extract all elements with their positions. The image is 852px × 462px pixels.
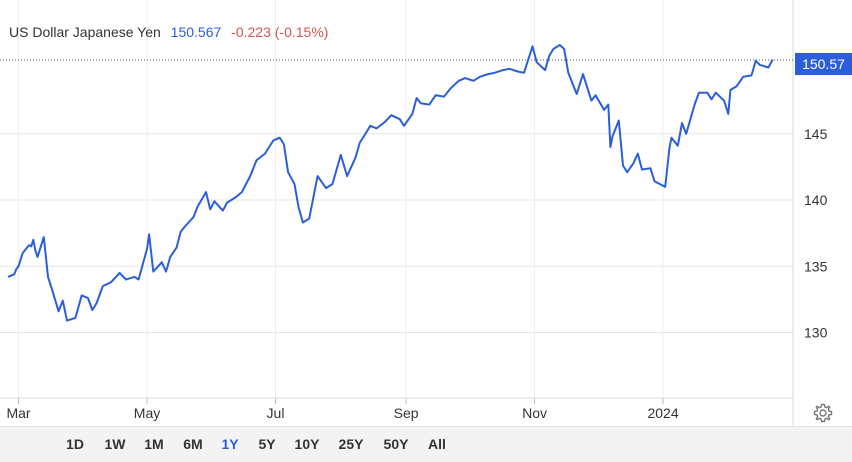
x-tick-label: Mar [6, 405, 30, 421]
chart-area: 130 135 140 145 Mar May Jul Sep Nov 2024 US Dolla… [0, 0, 852, 426]
range-button-6m[interactable]: 6M [183, 436, 203, 452]
y-tick-label: 130 [804, 325, 828, 341]
gear-icon[interactable] [813, 403, 833, 423]
axes: 130 135 140 145 Mar May Jul Sep Nov 2024 [0, 0, 828, 426]
range-button-25y[interactable]: 25Y [338, 436, 364, 452]
y-tick-label: 140 [804, 192, 828, 208]
x-tick-label: Sep [394, 405, 419, 421]
x-tick-label: May [134, 405, 160, 421]
range-selector: 1D 1W 1M 6M 1Y 5Y 10Y 25Y 50Y All [0, 426, 852, 462]
chart-title: US Dollar Japanese Yen 150.567 -0.223 (-… [9, 24, 334, 40]
range-button-1d[interactable]: 1D [66, 436, 84, 452]
x-tick-label: Nov [522, 405, 547, 421]
current-price: 150.567 [170, 24, 222, 40]
range-button-50y[interactable]: 50Y [383, 436, 409, 452]
line-chart: 130 135 140 145 Mar May Jul Sep Nov 2024 [0, 0, 828, 426]
range-button-1w[interactable]: 1W [104, 436, 126, 452]
grid [0, 0, 793, 398]
series-layer [7, 44, 774, 322]
last-price-tag: 150.57 [795, 53, 852, 75]
series-line [7, 44, 774, 322]
x-tick-label: Jul [267, 405, 285, 421]
range-button-5y[interactable]: 5Y [258, 436, 276, 452]
range-button-10y[interactable]: 10Y [294, 436, 320, 452]
instrument-name: US Dollar Japanese Yen [9, 24, 161, 40]
y-tick-label: 145 [804, 126, 828, 142]
price-change: -0.223 (-0.15%) [231, 24, 329, 40]
x-tick-label: 2024 [647, 405, 678, 421]
y-tick-label: 135 [804, 258, 828, 274]
range-button-1y[interactable]: 1Y [221, 436, 239, 452]
range-button-1m[interactable]: 1M [144, 436, 164, 452]
range-button-all[interactable]: All [428, 436, 446, 452]
